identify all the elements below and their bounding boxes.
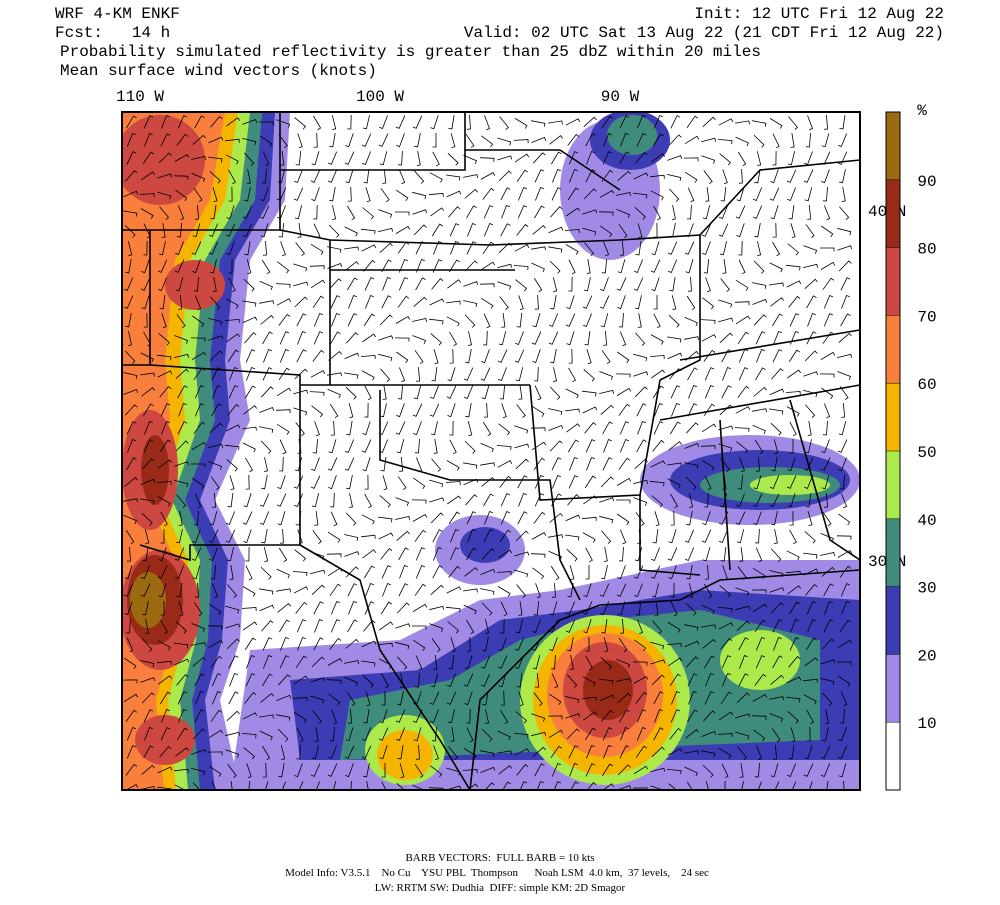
- colorbar-tick-label: 10: [917, 715, 936, 733]
- model-title: WRF 4-KM ENKF: [55, 5, 180, 23]
- colorbar-band: [886, 179, 900, 248]
- colorbar-band: [886, 654, 900, 723]
- valid-time: Valid: 02 UTC Sat 13 Aug 22 (21 CDT Fri …: [464, 24, 944, 42]
- colorbar-tick-label: 40: [917, 512, 936, 530]
- colorbar-unit: %: [917, 102, 927, 120]
- colorbar-band: [886, 722, 900, 790]
- colorbar-tick-label: 60: [917, 376, 936, 394]
- colorbar-tick-label: 70: [917, 308, 936, 326]
- wind-barbs: [122, 114, 853, 790]
- map-area: [122, 112, 860, 790]
- vector-title: Mean surface wind vectors (knots): [60, 62, 377, 80]
- colorbar-band: [886, 247, 900, 316]
- colorbar-tick-label: 90: [917, 173, 936, 191]
- longitude-label: 90 W: [601, 88, 640, 106]
- colorbar-band: [886, 451, 900, 519]
- longitude-label: 110 W: [116, 88, 164, 106]
- colorbar-tick-label: 30: [917, 580, 936, 598]
- colorbar-band: [886, 383, 900, 451]
- colorbar: % 10 20 30 40 50 60 70 80 90: [885, 102, 937, 791]
- field-title: Probability simulated reflectivity is gr…: [60, 43, 761, 61]
- init-time: Init: 12 UTC Fri 12 Aug 22: [694, 5, 944, 23]
- colorbar-band: [886, 112, 900, 180]
- footer-model-info: Model Info: V3.5.1 No Cu YSU PBL Thompso…: [285, 867, 709, 879]
- footer-physics: LW: RRTM SW: Dudhia DIFF: simple KM: 2D …: [375, 882, 626, 894]
- footer-barbs: BARB VECTORS: FULL BARB = 10 kts: [405, 852, 594, 864]
- colorbar-tick-label: 20: [917, 647, 936, 665]
- longitude-label: 100 W: [356, 88, 404, 106]
- colorbar-band: [886, 315, 900, 384]
- forecast-hour: Fcst: 14 h: [55, 24, 170, 42]
- colorbar-band: [886, 586, 900, 655]
- colorbar-tick-label: 80: [917, 241, 936, 259]
- map-frame: [121, 111, 861, 791]
- colorbar-band: [886, 518, 900, 587]
- colorbar-tick-label: 50: [917, 444, 936, 462]
